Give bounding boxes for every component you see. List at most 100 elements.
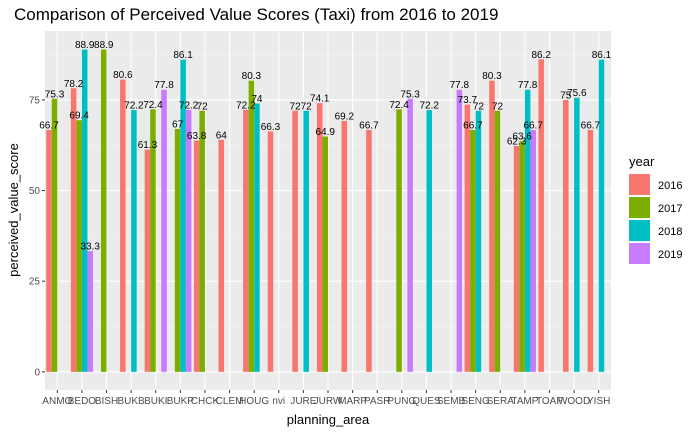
bar-PUNG-2019 — [407, 98, 413, 372]
bar-YISH-2016 — [587, 129, 594, 372]
bar-TAMP-2018 — [524, 89, 531, 372]
x-tick-label: TAMP — [511, 396, 538, 407]
data-label: 64.9 — [315, 127, 335, 138]
bar-HOUG-2018 — [254, 103, 260, 372]
data-label: 72.2 — [179, 101, 199, 112]
x-tick-label: YISH — [587, 396, 610, 407]
x-tick-label: SENG — [461, 396, 490, 407]
x-tick-label: BEDO — [68, 396, 97, 407]
legend: year 2016 2017 2018 2019 — [629, 154, 682, 264]
bar-BUKI-2019 — [161, 89, 167, 372]
data-label: 86.1 — [592, 50, 612, 61]
bar-BISH-2017 — [100, 49, 107, 372]
x-tick-label: TOAP — [536, 396, 563, 407]
bar-BEDO-2019 — [87, 251, 93, 372]
data-label: 63.6 — [512, 132, 532, 143]
bar-SENG-2016 — [464, 104, 471, 372]
bar-YISH-2018 — [598, 59, 605, 372]
x-tick-label: BUKB — [118, 396, 146, 407]
bar-BUKI-2017 — [150, 109, 156, 372]
data-label: 88.9 — [94, 40, 114, 51]
bar-BEDO-2018 — [81, 49, 88, 372]
bar-BUKP-2017 — [174, 128, 181, 372]
data-label: 64 — [216, 130, 228, 141]
chart-title: Comparison of Perceived Value Scores (Ta… — [14, 5, 498, 24]
data-label: 66.3 — [261, 122, 281, 133]
data-label: 72 — [473, 101, 485, 112]
x-tick-label: MARP — [338, 396, 367, 407]
data-label: 74 — [251, 94, 263, 105]
bars — [46, 49, 605, 372]
bar-HOUG-2016 — [243, 110, 249, 372]
bar-BUKP-2018 — [180, 59, 186, 372]
bar-BUKP-2019 — [185, 110, 192, 372]
bar-ANMO-2017 — [51, 98, 58, 372]
legend-key-2019 — [629, 243, 650, 264]
legend-label: 2018 — [658, 226, 682, 238]
data-label: 80.6 — [113, 70, 133, 81]
data-label: 72 — [301, 101, 313, 112]
y-axis-title: perceived_value_score — [6, 143, 21, 277]
legend-label: 2019 — [658, 249, 682, 261]
data-label: 66.7 — [581, 120, 601, 131]
legend-label: 2016 — [658, 180, 682, 192]
data-label: 72.2 — [124, 101, 144, 112]
legend-label: 2017 — [658, 203, 682, 215]
bar-SERA-2017 — [494, 110, 501, 372]
bar-PUNG-2017 — [396, 109, 402, 372]
legend-title: year — [629, 154, 655, 169]
x-tick-label: nvi — [272, 396, 285, 407]
bar-SEMB-2019 — [456, 89, 463, 372]
data-label: 63.8 — [187, 131, 207, 142]
bar-CHCK-2016 — [193, 140, 200, 372]
bar-BEDO-2017 — [76, 120, 82, 372]
x-tick-label: SERA — [487, 396, 515, 407]
data-label: 77.8 — [154, 80, 174, 91]
x-tick-label: JURE — [290, 396, 316, 407]
bar-TAMP-2019 — [530, 129, 536, 372]
data-labels: 66.775.378.269.488.933.388.980.672.261.3… — [39, 40, 611, 253]
data-label: 72.4 — [389, 100, 409, 111]
data-label: 75.3 — [45, 89, 65, 100]
bar-JURE-2018 — [303, 110, 309, 372]
bar-BUKB-2016 — [120, 79, 126, 372]
x-tick-label: BUKP — [167, 396, 195, 407]
y-tick-label: 0 — [34, 367, 40, 378]
data-label: 86.1 — [173, 50, 193, 61]
x-tick-label: QUES — [412, 396, 441, 407]
x-tick-label: ANMO — [42, 396, 72, 407]
data-label: 66.7 — [359, 120, 379, 131]
data-label: 61.3 — [138, 140, 158, 151]
bar-SENG-2018 — [475, 110, 482, 372]
y-tick-label: 50 — [29, 186, 41, 197]
data-label: 80.3 — [482, 71, 502, 82]
bar-TOAP-2016 — [538, 59, 544, 372]
data-label: 66.7 — [39, 120, 59, 131]
y-axis: 0 25 50 75 — [29, 95, 45, 378]
data-label: 78.2 — [64, 79, 84, 90]
data-label: 74.1 — [310, 94, 330, 105]
bar-TAMP-2016 — [513, 145, 520, 372]
bar-SENG-2017 — [470, 129, 476, 372]
data-label: 73.7 — [458, 95, 478, 106]
data-label: 72 — [197, 101, 209, 112]
bar-nvi-2016 — [267, 131, 274, 372]
bar-HOUG-2017 — [248, 80, 255, 372]
x-tick-label: CLEM — [216, 396, 244, 407]
data-label: 75 — [560, 90, 572, 101]
data-label: 86.2 — [531, 50, 551, 61]
data-label: 75.6 — [567, 88, 587, 99]
data-label: 33.3 — [80, 242, 100, 253]
data-label: 62.3 — [507, 136, 527, 147]
data-label: 72.4 — [143, 100, 163, 111]
bar-SERA-2016 — [489, 80, 495, 372]
bar-BEDO-2016 — [70, 88, 77, 372]
data-label: 77.8 — [450, 80, 470, 91]
data-label: 72 — [290, 101, 302, 112]
bar-JURW-2017 — [322, 136, 328, 372]
x-tick-label: PASR — [364, 396, 391, 407]
bar-JURW-2016 — [316, 103, 323, 372]
x-tick-label: JURW — [314, 396, 343, 407]
